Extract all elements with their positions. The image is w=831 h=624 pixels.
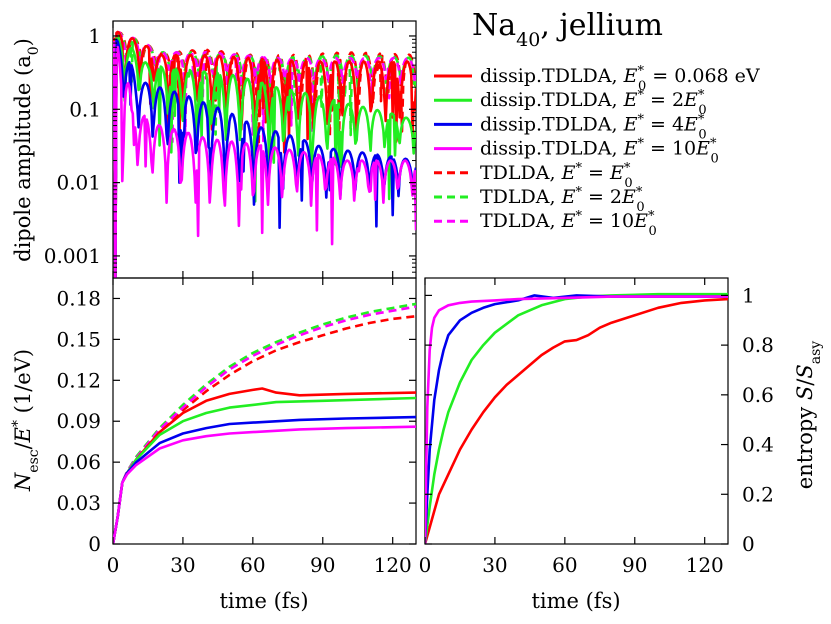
nesc-ytick-label: 0.12 bbox=[56, 368, 101, 392]
nesc-xtick-label: 30 bbox=[170, 553, 195, 577]
entropy-ytick-label: 0.8 bbox=[742, 333, 774, 357]
nesc-series-tdlda_10 bbox=[113, 305, 416, 544]
entropy-plot-area bbox=[425, 292, 728, 544]
entropy-xlabel: time (fs) bbox=[531, 589, 620, 613]
chart-title: Na40, jellium bbox=[472, 8, 663, 51]
legend-entry-dissip_2: dissip.TDLDA, E* = 2E* 0 bbox=[480, 88, 707, 118]
nesc-ytick-label: 0.06 bbox=[56, 450, 101, 474]
nesc-ytick-label: 0.09 bbox=[56, 409, 101, 433]
dipole-plot-area bbox=[113, 30, 416, 278]
legend-entry-tdlda_2: TDLDA, E* = 2E* 0 bbox=[480, 185, 645, 215]
entropy-series-dissip_2 bbox=[425, 292, 728, 544]
dipole-series-dissip_068 bbox=[113, 30, 416, 278]
nesc-series-tdlda_1 bbox=[113, 314, 416, 544]
entropy-ytick-label: 0.6 bbox=[742, 383, 774, 407]
dipole-ytick-label: 1 bbox=[88, 24, 101, 48]
entropy-ylabel: entropy S/Sasy bbox=[793, 341, 824, 489]
nesc-panel-frame bbox=[112, 277, 417, 545]
entropy-ytick-label: 0.2 bbox=[742, 482, 774, 506]
legend-entry-tdlda_10: TDLDA, E* = 10E* 0 bbox=[480, 209, 657, 239]
legend-entry-dissip_068: dissip.TDLDA, E* 0 = 0.068 eV bbox=[480, 64, 760, 94]
nesc-xlabel: time (fs) bbox=[219, 589, 308, 613]
entropy-panel-frame bbox=[424, 277, 729, 545]
nesc-series-tdlda_2 bbox=[113, 302, 416, 544]
nesc-xtick-label: 120 bbox=[374, 553, 412, 577]
entropy-series-dissip_068 bbox=[425, 297, 728, 544]
entropy-ytick-label: 0 bbox=[742, 532, 755, 556]
entropy-ytick-label: 0.4 bbox=[742, 433, 774, 457]
entropy-xtick-label: 0 bbox=[419, 553, 432, 577]
legend-entry-tdlda_1: TDLDA, E* = E* 0 bbox=[480, 160, 633, 190]
nesc-ytick-label: 0 bbox=[88, 532, 101, 556]
nesc-series-dissip_068 bbox=[113, 387, 416, 544]
dipole-ytick-label: 0.001 bbox=[44, 244, 101, 268]
nesc-ytick-label: 0.03 bbox=[56, 491, 101, 515]
dipole-ylabel: dipole amplitude (a0) bbox=[11, 38, 42, 262]
nesc-ytick-label: 0.15 bbox=[56, 327, 101, 351]
entropy-xtick-label: 30 bbox=[482, 553, 507, 577]
entropy-xtick-label: 90 bbox=[622, 553, 647, 577]
nesc-series-dissip_2 bbox=[113, 396, 416, 544]
dipole-series-dissip_10 bbox=[113, 41, 416, 278]
dipole-series-dissip_2 bbox=[113, 37, 416, 278]
legend-entry-dissip_4: dissip.TDLDA, E* = 4E* 0 bbox=[480, 112, 707, 142]
entropy-series-dissip_10 bbox=[425, 295, 728, 544]
nesc-ylabel: Nesc/E* (1/eV) bbox=[10, 349, 42, 492]
nesc-plot-area bbox=[113, 302, 416, 544]
dipole-series-tdlda_10 bbox=[113, 30, 416, 278]
entropy-xtick-label: 60 bbox=[552, 553, 577, 577]
axis-ticks: 1 0.1 0.01 0.001 0 0.03 0.06 0.09 0.12 0.15 0.18 0 3… bbox=[44, 21, 774, 577]
dipole-series-tdlda_1 bbox=[113, 31, 416, 278]
nesc-ytick-label: 0.18 bbox=[56, 286, 101, 310]
nesc-series-dissip_10 bbox=[113, 425, 416, 544]
nesc-xtick-label: 60 bbox=[240, 553, 265, 577]
entropy-ytick-label: 1 bbox=[742, 283, 755, 307]
dipole-ytick-label: 0.01 bbox=[56, 171, 101, 195]
entropy-series-dissip_4 bbox=[425, 294, 728, 544]
legend-entry-dissip_10: dissip.TDLDA, E* = 10E* 0 bbox=[480, 136, 719, 166]
nesc-xtick-label: 0 bbox=[107, 553, 120, 577]
entropy-xtick-label: 120 bbox=[686, 553, 724, 577]
dipole-ytick-label: 0.1 bbox=[69, 97, 101, 121]
nesc-xtick-label: 90 bbox=[310, 553, 335, 577]
legend: dissip.TDLDA, E* 0 = 0.068 eVdissip.TDLDA… bbox=[434, 64, 760, 239]
dipole-series-dissip_4 bbox=[113, 38, 416, 278]
